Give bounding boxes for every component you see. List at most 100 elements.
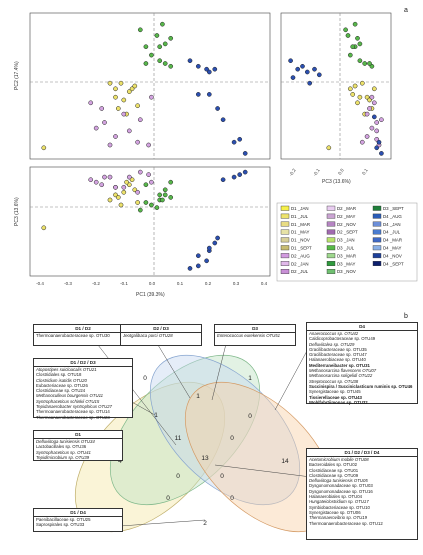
venn-box-d2-d3: D2 / D3 Jeotgalibaca porci OTU28 <box>120 324 202 346</box>
box-line: Enterococcus eurekensis OTU51 <box>217 333 281 338</box>
legend-swatch <box>280 221 290 227</box>
box-lines: Atopostipes suicloacalis OTU21 Clostridia… <box>34 367 132 420</box>
point-d4 <box>379 151 384 156</box>
x-tick-label: -0.2 <box>92 281 100 286</box>
pca-panel-pc3-pc2: -0.2 -0.1 0.0 0.1 PC3 (13.6%) <box>280 12 392 185</box>
legend-swatch <box>280 237 290 243</box>
box-lines: Defluviitoga tunisiensis OTU34 Lactobacil… <box>34 439 122 460</box>
point-d1 <box>118 202 124 208</box>
x-tick-label: 0.1 <box>361 167 369 175</box>
box-lines: Acetomicrobium mobile OTU08 Bacteroidales… <box>307 457 417 526</box>
point-d2 <box>93 179 99 185</box>
legend-swatch <box>326 221 336 227</box>
venn-box-d4: D4 Anaerococcus sp. OTU42 Caldicoprobacte… <box>306 322 418 405</box>
box-line: Clostridiales sp. OTU18 <box>36 372 82 378</box>
box-line: Wohlfahrtiimonas sp. OTU32 <box>309 399 368 405</box>
point-d3 <box>149 52 154 58</box>
legend-swatch <box>326 205 336 211</box>
point-d4 <box>220 177 226 183</box>
box-line: Syntrophaceticus sp. OTU41 <box>36 449 91 455</box>
point-d4 <box>312 66 317 72</box>
point-d4 <box>212 66 218 72</box>
box-line: Syntrophaceticus schinkii OTU15 <box>36 398 100 404</box>
venn-count-d1-d2: 1 <box>154 412 158 419</box>
point-d1 <box>359 80 365 86</box>
point-d3 <box>154 33 160 38</box>
box-line: Hungateiclostridium sp. OTU17 <box>309 499 369 505</box>
box-line: Acetomicrobium mobile OTU08 <box>309 457 369 462</box>
point-d2 <box>367 106 372 111</box>
point-d1 <box>357 94 363 100</box>
box-line: Gracilibacteraceae sp. OTU35 <box>309 346 367 352</box>
point-d2 <box>374 128 380 134</box>
point-d2 <box>146 142 151 148</box>
box-line: Dysgonomonadaceae sp. OTU16 <box>309 488 373 494</box>
point-d4 <box>195 263 201 269</box>
box-line: Defluviitoga tunisiensis OTU05 <box>309 478 368 484</box>
point-d4 <box>231 139 237 145</box>
box-line: Synergistaceae sp. OTU06 <box>309 509 361 515</box>
pca-points <box>288 21 384 156</box>
point-d4 <box>206 245 212 251</box>
point-d4 <box>206 69 212 75</box>
legend-swatch <box>372 229 382 235</box>
point-d4 <box>187 266 193 271</box>
point-d4 <box>195 63 201 69</box>
legend-label: D1 _SEPT <box>291 246 312 251</box>
point-d2 <box>107 174 113 180</box>
box-title: D1 / D4 <box>34 509 122 517</box>
venn-count-d1-d3-d4: 0 <box>220 473 224 480</box>
x-tick-label: -0.4 <box>36 281 44 286</box>
point-d1 <box>113 94 118 100</box>
y-axis-label: PC2 (17.4%) <box>14 61 20 90</box>
legend-label: D1 _JUL <box>291 214 309 219</box>
point-d4 <box>206 92 212 97</box>
box-line: Dysgonomonadaceae sp. OTU03 <box>309 483 373 489</box>
legend-label: D4 _SEPT <box>383 261 404 266</box>
x-tick-label: 0.2 <box>205 281 212 286</box>
legend-swatch <box>372 253 382 259</box>
venn-count-d1-d3: 0 <box>166 495 170 502</box>
point-d4 <box>215 106 220 111</box>
point-d2 <box>88 100 94 106</box>
point-d2 <box>364 134 370 139</box>
point-d2 <box>135 139 140 145</box>
point-d2 <box>102 174 107 180</box>
box-line: Thermoanaerobacteraceae sp. OTU14 <box>36 409 110 415</box>
point-d4 <box>304 69 310 75</box>
point-d4 <box>237 172 243 177</box>
legend-swatch <box>372 221 382 227</box>
legend-swatch <box>372 261 382 266</box>
point-d3 <box>157 44 163 50</box>
point-d1 <box>41 145 47 151</box>
box-line: Anaerococcus sp. OTU42 <box>309 331 359 336</box>
venn-box-d1-d2-d3: D1 / D2 / D3 Atopostipes suicloacalis OT… <box>33 358 133 420</box>
point-d2 <box>149 179 154 185</box>
point-d3 <box>357 41 363 47</box>
venn-box-d1: D1 Defluviitoga tunisiensis OTU34 Lactoba… <box>33 430 123 461</box>
legend-swatch <box>326 269 336 274</box>
point-d1 <box>355 100 360 106</box>
legend-swatch <box>280 245 290 251</box>
legend-label: D4 _MAY <box>383 246 402 251</box>
legend-swatch <box>372 245 382 251</box>
point-d3 <box>157 58 163 64</box>
point-d2 <box>364 111 370 117</box>
point-d2 <box>121 184 127 190</box>
point-d1 <box>126 89 132 94</box>
point-d2 <box>99 106 105 111</box>
x-tick-label: 0.1 <box>177 281 184 286</box>
legend-swatch <box>326 213 336 219</box>
point-d2 <box>369 125 375 131</box>
venn-count-d1-d2-d3-d4: 13 <box>201 455 209 462</box>
legend-label: D1 _MAY <box>291 230 310 235</box>
point-d1 <box>113 86 118 92</box>
box-line: Thermoanaerobacteraceae sp. OTU12 <box>309 520 383 526</box>
legend-label: D4 _NOV <box>383 253 402 258</box>
box-line: Thermoanaerobacteraceae sp. OTU30 <box>36 333 110 338</box>
point-d1 <box>107 197 113 203</box>
venn-box-d3: D3 Enterococcus eurekensis OTU51 <box>214 324 296 346</box>
point-d3 <box>168 179 174 185</box>
point-d3 <box>347 52 353 58</box>
point-d2 <box>88 177 94 183</box>
